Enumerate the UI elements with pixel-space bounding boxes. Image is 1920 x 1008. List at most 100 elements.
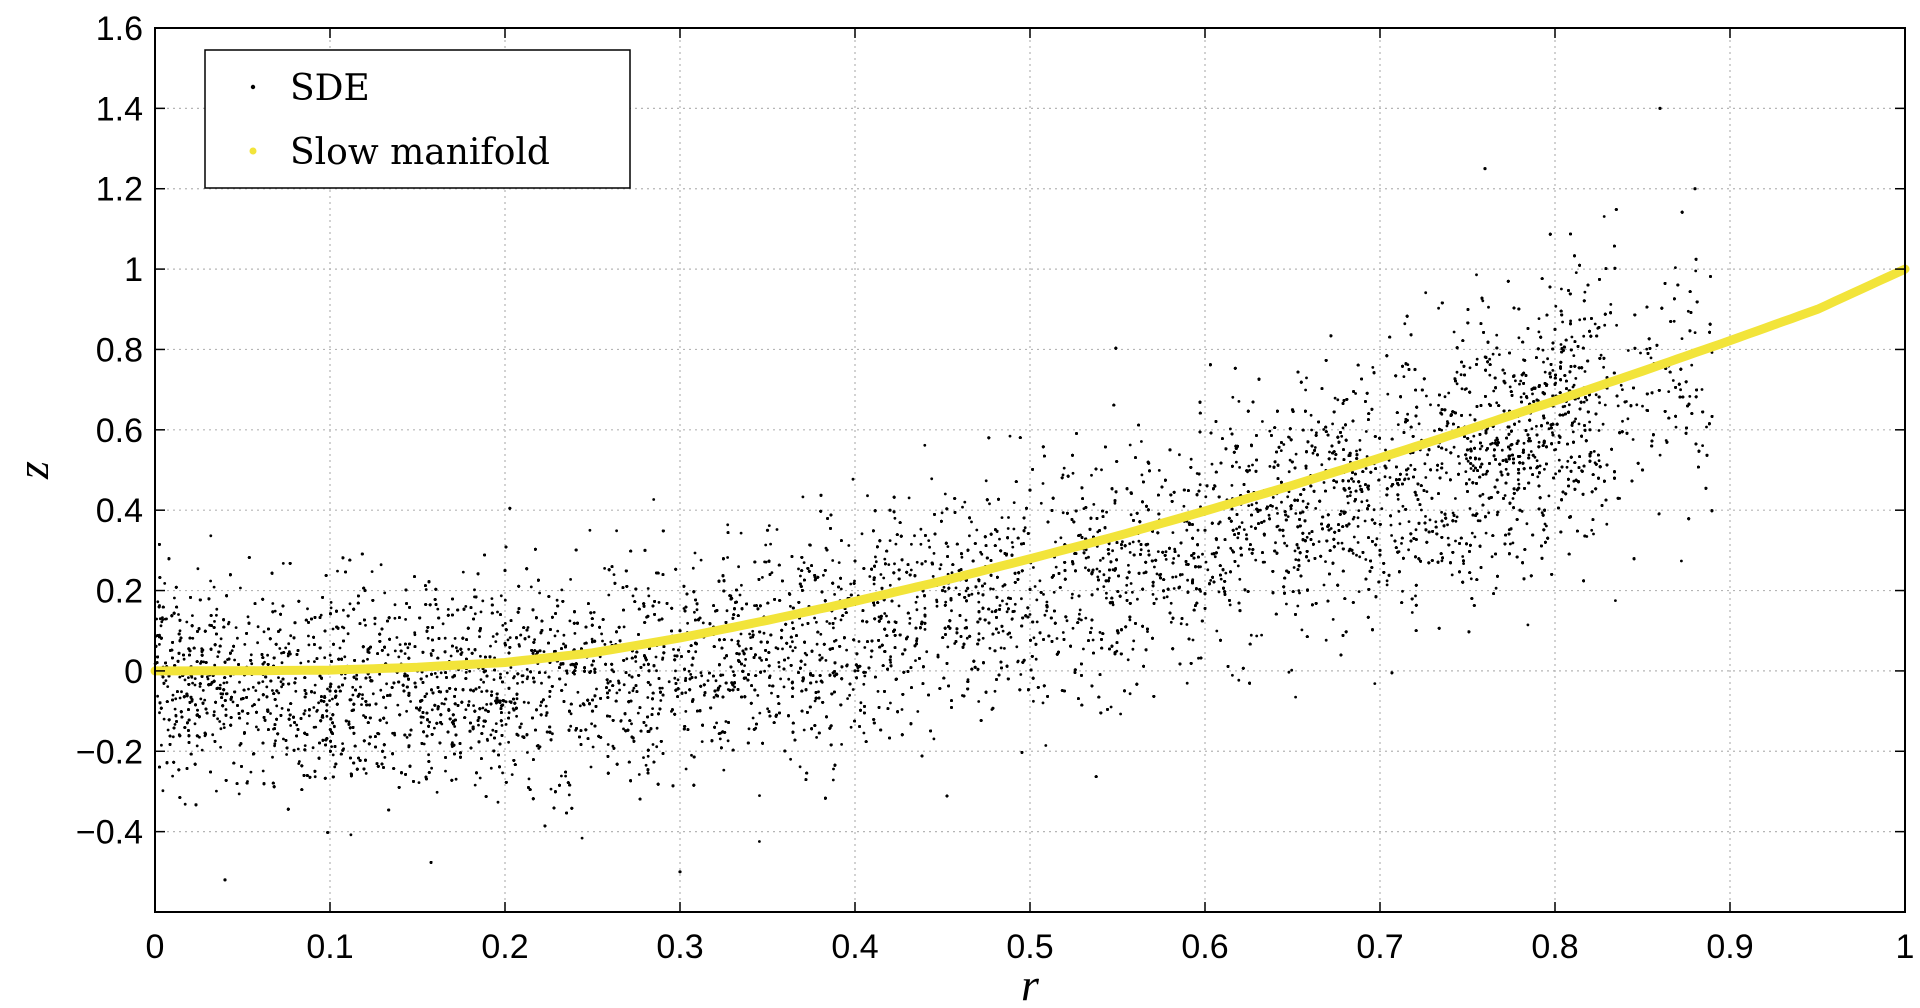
sde-point xyxy=(171,735,175,739)
sde-point xyxy=(603,567,606,570)
sde-point xyxy=(802,561,806,564)
sde-point xyxy=(915,639,918,643)
sde-point xyxy=(1481,473,1485,476)
sde-point xyxy=(256,625,260,629)
sde-point xyxy=(361,693,364,697)
sde-point xyxy=(1231,673,1234,677)
sde-point xyxy=(441,622,445,626)
sde-point xyxy=(1099,559,1102,562)
sde-point xyxy=(1248,547,1251,551)
sde-point xyxy=(907,496,911,500)
sde-point xyxy=(1052,590,1056,594)
sde-point xyxy=(1177,554,1180,558)
sde-point xyxy=(1132,639,1136,643)
sde-point xyxy=(900,708,904,711)
sde-point xyxy=(722,768,726,772)
sde-point xyxy=(289,724,292,727)
sde-point xyxy=(1289,507,1293,511)
sde-point xyxy=(1547,494,1551,498)
sde-point xyxy=(764,543,768,547)
sde-point xyxy=(1495,513,1499,517)
sde-point xyxy=(319,613,323,617)
sde-point xyxy=(313,683,317,687)
sde-point xyxy=(306,607,309,611)
sde-point xyxy=(910,542,913,546)
sde-point xyxy=(1356,525,1360,528)
sde-point xyxy=(1551,431,1554,434)
sde-point xyxy=(1674,266,1677,269)
sde-point xyxy=(1054,540,1057,544)
sde-point xyxy=(413,633,417,637)
sde-point xyxy=(1090,626,1093,630)
sde-point xyxy=(1038,579,1042,583)
sde-point xyxy=(608,715,612,718)
sde-point xyxy=(763,669,766,673)
sde-point xyxy=(1462,562,1465,565)
sde-point xyxy=(839,618,843,622)
sde-point xyxy=(791,649,795,653)
sde-point xyxy=(592,611,596,614)
sde-point xyxy=(1466,459,1470,463)
sde-point xyxy=(1249,525,1253,528)
sde-point xyxy=(178,675,182,679)
sde-point xyxy=(1458,462,1461,465)
sde-point xyxy=(501,624,505,627)
sde-point xyxy=(1071,471,1075,475)
sde-point xyxy=(331,627,335,631)
sde-point xyxy=(537,747,541,750)
sde-point xyxy=(762,631,766,635)
sde-point xyxy=(642,756,645,759)
sde-point xyxy=(477,686,481,689)
sde-point xyxy=(1358,439,1362,442)
sde-point xyxy=(625,657,629,661)
sde-point xyxy=(764,560,768,564)
sde-point xyxy=(1055,637,1059,640)
sde-point xyxy=(1294,558,1298,561)
sde-point xyxy=(1307,532,1311,535)
sde-point xyxy=(347,720,351,724)
sde-point xyxy=(1567,403,1571,407)
sde-point xyxy=(1572,383,1576,387)
sde-point xyxy=(775,528,779,531)
sde-point xyxy=(1230,484,1234,487)
sde-point xyxy=(1080,618,1083,622)
sde-point xyxy=(1478,447,1482,451)
sde-point xyxy=(863,646,867,649)
sde-point xyxy=(856,669,860,672)
sde-point xyxy=(286,654,290,658)
sde-point xyxy=(1309,413,1313,417)
sde-point xyxy=(549,787,553,791)
sde-point xyxy=(196,708,200,712)
sde-point xyxy=(1169,620,1173,624)
sde-point xyxy=(612,573,616,576)
sde-point xyxy=(1282,534,1285,538)
sde-point xyxy=(404,618,407,621)
sde-point xyxy=(622,683,626,687)
sde-point xyxy=(1518,382,1521,386)
sde-point xyxy=(1465,457,1468,461)
sde-point xyxy=(924,560,927,563)
sde-point xyxy=(1317,540,1321,543)
sde-point xyxy=(1490,555,1494,559)
sde-point xyxy=(548,695,552,698)
sde-point xyxy=(999,646,1003,650)
sde-point xyxy=(1358,484,1362,488)
sde-point xyxy=(1470,531,1474,535)
sde-point xyxy=(491,728,495,732)
sde-point xyxy=(271,602,275,605)
sde-point xyxy=(1536,475,1540,479)
sde-point xyxy=(193,677,197,680)
sde-point xyxy=(313,660,316,663)
sde-point xyxy=(453,637,457,640)
sde-point xyxy=(782,685,786,689)
sde-point xyxy=(1213,555,1217,559)
sde-point xyxy=(237,792,241,796)
sde-point xyxy=(1061,631,1065,634)
sde-point xyxy=(740,583,743,587)
sde-point xyxy=(303,744,307,747)
sde-point xyxy=(869,655,873,659)
sde-point xyxy=(1574,377,1578,380)
sde-point xyxy=(1262,519,1266,523)
sde-point xyxy=(988,502,991,506)
sde-point xyxy=(803,663,807,666)
